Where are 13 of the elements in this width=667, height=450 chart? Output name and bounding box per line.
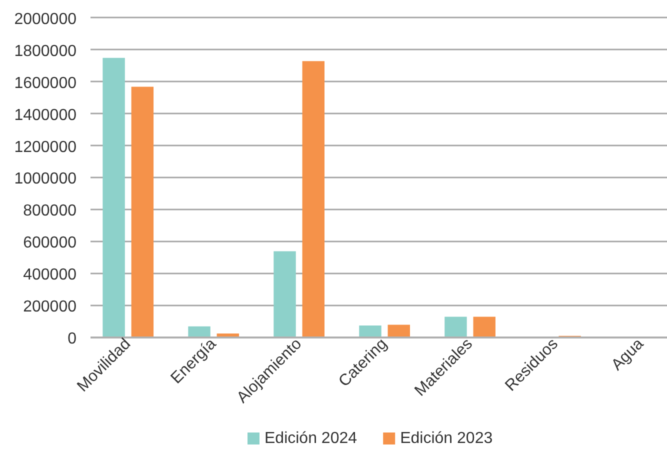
y-tick-label: 1800000 (14, 42, 77, 60)
legend-label: Edición 2023 (400, 430, 493, 447)
y-tick-label: 600000 (23, 234, 77, 252)
legend-label: Edición 2024 (264, 430, 358, 447)
y-tick-label: 1400000 (14, 106, 77, 124)
y-tick-label: 200000 (23, 298, 77, 316)
y-tick-label: 1200000 (14, 138, 77, 156)
y-tick-label: 2000000 (14, 11, 77, 28)
y-tick-label: 1000000 (14, 170, 77, 188)
y-tick-label: 0 (68, 330, 77, 348)
y-tick-label: 1600000 (14, 74, 77, 92)
y-tick-label: 400000 (23, 266, 77, 284)
y-tick-label: 800000 (23, 202, 77, 220)
